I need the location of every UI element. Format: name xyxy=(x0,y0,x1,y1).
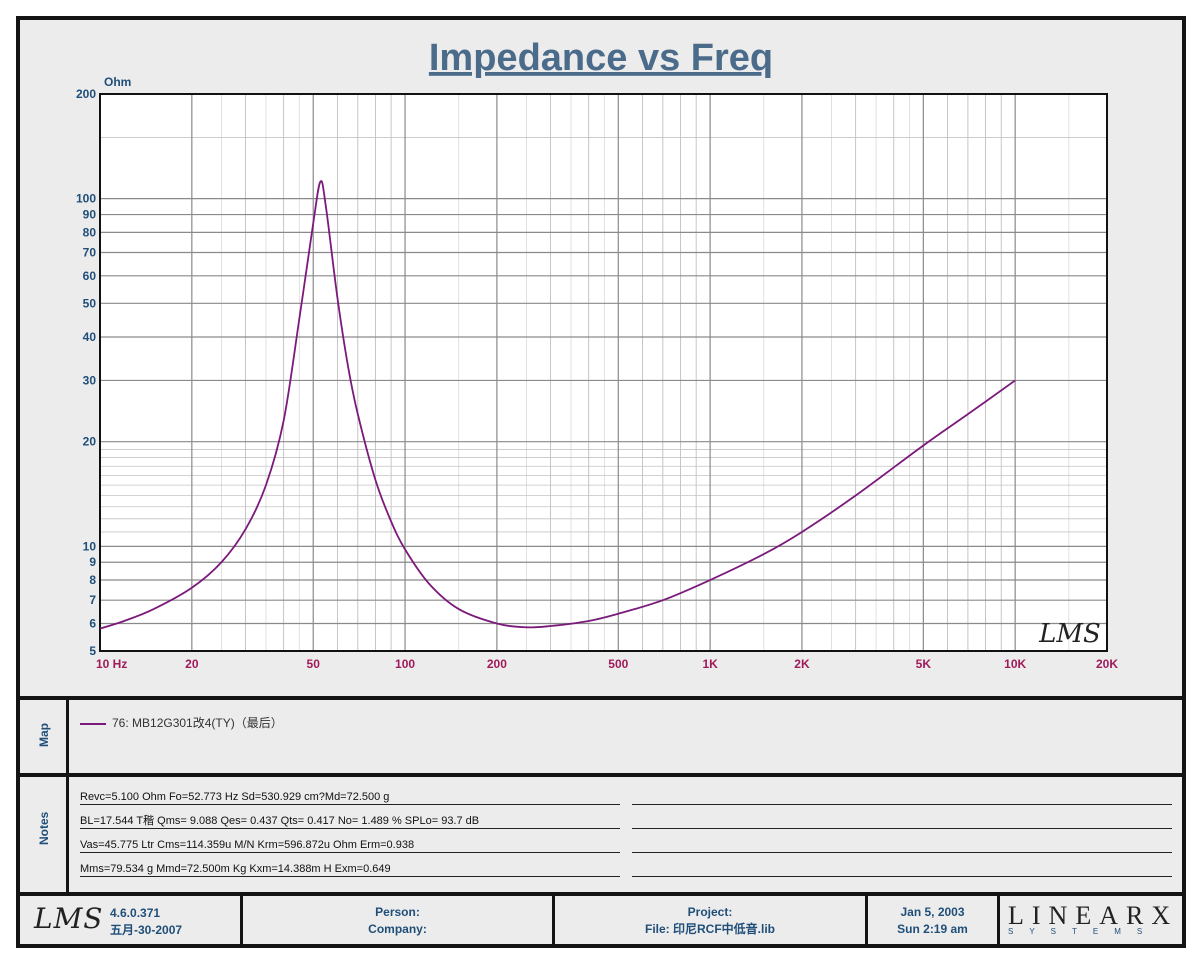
y-tick-label: 90 xyxy=(83,208,97,222)
footer-divider-2 xyxy=(552,896,555,944)
legend-swatch xyxy=(80,722,106,725)
x-tick-label: 50 xyxy=(307,657,321,671)
x-tick-label: 20 xyxy=(185,657,199,671)
y-tick-label: 9 xyxy=(89,555,96,569)
footer-divider-4 xyxy=(997,896,1000,944)
note-blank-1 xyxy=(632,786,1172,805)
linearx-sub: SYSTEMS xyxy=(1008,927,1159,936)
footer-divider-3 xyxy=(865,896,868,944)
note-line-3: Vas=45.775 Ltr Cms=114.359u M/N Krm=596.… xyxy=(80,834,620,853)
linearx-logo: LINEARX SYSTEMS xyxy=(1008,901,1176,941)
side-column-divider xyxy=(66,700,69,892)
linearx-brand: LINEARX xyxy=(1008,901,1179,930)
divider-notes-top xyxy=(20,773,1182,777)
y-tick-label: 200 xyxy=(76,87,96,101)
report-frame: Impedance vs Freq Ohm 200 100 90 80 70 60 50 40… xyxy=(16,16,1186,948)
x-tick-label: 2K xyxy=(794,657,810,671)
file-label: File: 印尼RCF中低音.lib xyxy=(645,922,775,936)
version: 4.6.0.371 xyxy=(110,906,161,920)
note-blank-4 xyxy=(632,858,1172,877)
legend-entry: 76: MB12G301改4(TY)（最后） xyxy=(112,716,283,730)
y-tick-label: 20 xyxy=(83,435,97,449)
y-tick-label: 6 xyxy=(89,616,96,630)
map-label: Map xyxy=(37,723,51,747)
plot-area xyxy=(100,94,1107,651)
x-tick-label: 10K xyxy=(1004,657,1026,671)
person-cell: Person: Company: xyxy=(243,904,552,948)
x-tick-label: 5K xyxy=(916,657,932,671)
x-tick-label: 20K xyxy=(1096,657,1118,671)
impedance-chart: Impedance vs Freq Ohm 200 100 90 80 70 60 50 40… xyxy=(76,37,1118,671)
y-tick-label: 70 xyxy=(83,246,97,260)
y-tick-label: 10 xyxy=(83,539,97,553)
y-axis-label: Ohm xyxy=(104,75,131,89)
divider-map-top xyxy=(20,696,1182,700)
x-tick-label: 1K xyxy=(702,657,718,671)
y-tick-label: 30 xyxy=(83,373,97,387)
y-tick-label: 7 xyxy=(89,593,96,607)
plot-border xyxy=(99,93,1108,652)
x-tick-label: 100 xyxy=(395,657,415,671)
y-tick-label: 5 xyxy=(89,644,96,658)
project-label: Project: xyxy=(687,905,733,919)
y-tick-label: 60 xyxy=(83,269,97,283)
datetime-cell: Jan 5, 2003 Sun 2:19 am xyxy=(868,904,997,948)
footer-divider-1 xyxy=(240,896,243,944)
date: Jan 5, 2003 xyxy=(900,905,965,919)
legend: 76: MB12G301改4(TY)（最后） xyxy=(80,714,283,731)
person-label: Person: xyxy=(375,905,420,919)
lms-logo: LMS xyxy=(34,902,104,935)
x-tick-label: 500 xyxy=(608,657,628,671)
build-date: 五月-30-2007 xyxy=(110,923,183,937)
note-line-2: BL=17.544 T稭 Qms= 9.088 Qes= 0.437 Qts= … xyxy=(80,810,620,829)
note-blank-2 xyxy=(632,810,1172,829)
lms-watermark: LMS xyxy=(1038,619,1101,649)
impedance-curve xyxy=(100,180,1016,630)
note-blank-3 xyxy=(632,834,1172,853)
project-cell: Project: File: 印尼RCF中低音.lib xyxy=(555,904,865,948)
y-tick-label: 8 xyxy=(89,573,96,587)
y-tick-label: 100 xyxy=(76,192,96,206)
note-line-4: Mms=79.534 g Mmd=72.500m Kg Kxm=14.388m … xyxy=(80,858,620,877)
version-block: 4.6.0.371 五月-30-2007 xyxy=(110,905,182,939)
note-line-1: Revc=5.100 Ohm Fo=52.773 Hz Sd=530.929 c… xyxy=(80,786,620,805)
divider-footer-top xyxy=(20,892,1182,896)
x-tick-label: 200 xyxy=(487,657,507,671)
notes-label: Notes xyxy=(37,811,51,845)
chart-title: Impedance vs Freq xyxy=(429,37,773,79)
x-tick-label: 10 Hz xyxy=(96,657,127,671)
y-tick-label: 40 xyxy=(83,330,97,344)
y-tick-label: 50 xyxy=(83,296,97,310)
y-tick-label: 80 xyxy=(83,225,97,239)
company-label: Company: xyxy=(368,922,427,936)
time: Sun 2:19 am xyxy=(897,922,968,936)
